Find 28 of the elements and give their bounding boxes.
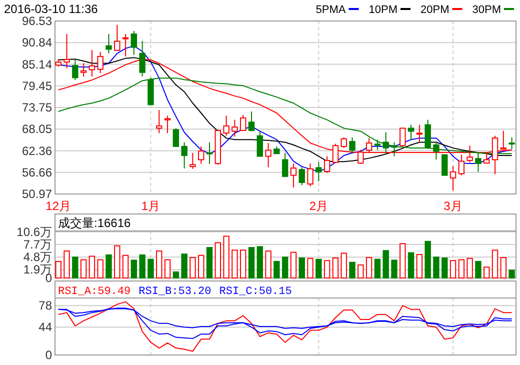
y-tick-label: 50.97 bbox=[22, 187, 52, 201]
y-tick-label: 7.7万 bbox=[23, 237, 52, 252]
y-tick-label: 85.14 bbox=[22, 57, 52, 72]
legend-label: 20PM bbox=[420, 4, 450, 16]
x-tick-label: 1月 bbox=[141, 199, 160, 213]
series-label: RSI_A:59.49 bbox=[58, 286, 131, 298]
text: RSI_C:50.15 bbox=[219, 286, 292, 298]
y-tick-label: 79.45 bbox=[22, 78, 52, 93]
legend-label: 10PM bbox=[368, 4, 398, 16]
y-tick-label: 90.84 bbox=[22, 36, 52, 50]
legend-label: 5PMA bbox=[316, 4, 346, 16]
y-tick-label: 44 bbox=[38, 320, 52, 334]
y-tick-label: 0 bbox=[45, 348, 52, 362]
y-tick-label: 78 bbox=[38, 298, 52, 313]
y-tick-label: 73.75 bbox=[22, 100, 52, 114]
y-tick-label: 96.53 bbox=[22, 14, 52, 28]
y-tick-label: 68.05 bbox=[22, 122, 52, 136]
x-tick-label: 12月 bbox=[46, 199, 72, 213]
y-tick-label: 10.6万 bbox=[16, 224, 52, 239]
y-tick-label: 56.66 bbox=[22, 165, 52, 180]
y-tick-label: 62.36 bbox=[22, 144, 52, 158]
chart-title: 2016-03-10 11:36 bbox=[4, 2, 98, 16]
y-tick-label: 4.8万 bbox=[23, 250, 52, 264]
x-tick-label: 3月 bbox=[444, 199, 462, 213]
legend-label: 30PM bbox=[472, 4, 501, 16]
series-label: RSI_B:53.20 bbox=[138, 286, 212, 298]
x-tick-label: 2月 bbox=[309, 199, 328, 213]
chart-title: 成交量:16616 bbox=[58, 216, 132, 230]
